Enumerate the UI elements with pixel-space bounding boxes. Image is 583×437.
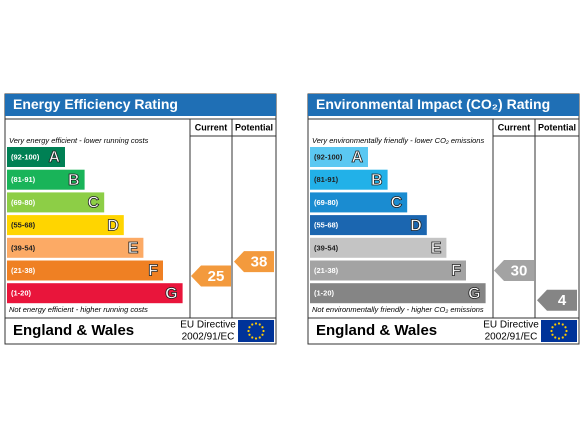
potential-rating: 4 [558,292,567,309]
rating-band [7,192,105,213]
band-letter: A [351,149,363,166]
band-range: (92-100) [314,152,343,161]
potential-arrow [234,251,274,273]
band-range: (81-91) [11,175,36,184]
footer-code: 2002/91/EC [485,332,538,343]
eu-star [251,323,254,326]
footer-region: England & Wales [316,322,437,339]
band-range: (81-91) [314,175,339,184]
band-letter: D [410,217,422,234]
band-range: (39-54) [11,243,36,252]
eu-star [564,326,567,329]
eu-star [564,333,567,336]
eu-star [247,329,250,333]
band-letter: B [371,172,383,189]
rating-band [310,260,466,281]
rating-band [7,215,124,236]
footer-region: England & Wales [13,322,134,339]
eu-flag [541,320,577,342]
eu-star [557,322,561,325]
band-range: (21-38) [11,266,36,275]
panel-title: Energy Efficiency Rating [13,96,178,112]
eu-star [251,336,254,339]
eu-star [254,337,258,340]
column-header: Current [498,122,531,132]
band-range: (1-20) [314,289,335,298]
eu-star [550,329,553,333]
band-letter: E [128,240,139,257]
band-letter: F [451,263,461,280]
eu-star [254,322,258,325]
potential-arrow [537,289,577,311]
current-arrow [191,265,231,287]
rating-band [7,260,163,281]
band-letter: G [468,285,480,302]
column-header: Potential [538,122,576,132]
rating-band [310,147,368,167]
eu-star [551,326,554,329]
table-frame [4,118,277,345]
band-range: (55-68) [314,221,339,230]
current-rating: 30 [511,262,528,279]
footer-code: 2002/91/EC [182,332,235,343]
band-letter: B [68,172,80,189]
rating-band [310,192,408,213]
rating-band [310,283,486,304]
eu-star [565,329,568,333]
band-range: (21-38) [314,266,339,275]
eu-star [258,323,261,326]
rating-band [7,283,183,304]
current-arrow [494,260,534,281]
rating-band [7,237,144,258]
eu-star [248,333,251,336]
eu-star [554,323,557,326]
column-header: Potential [235,122,273,132]
eu-star [551,333,554,336]
rating-band [7,147,65,167]
eu-flag [238,320,274,342]
bottom-note: Not environmentally friendly - higher CO… [312,305,484,314]
band-letter: G [165,285,177,302]
panel-title: Environmental Impact (CO₂) Rating [316,96,550,112]
eu-star [557,337,561,340]
column-header: Current [195,122,228,132]
current-rating: 25 [208,268,225,285]
top-note: Very environmentally friendly - lower CO… [312,136,484,145]
band-letter: C [88,195,100,212]
top-note: Very energy efficient - lower running co… [9,136,149,145]
band-range: (39-54) [314,243,339,252]
rating-band [310,237,447,258]
band-range: (69-80) [314,198,339,207]
potential-rating: 38 [251,254,268,271]
band-letter: F [148,263,158,280]
band-range: (55-68) [11,221,36,230]
footer-directive: EU Directive [483,320,539,331]
eu-star [258,336,261,339]
eu-star [248,326,251,329]
band-range: (1-20) [11,289,32,298]
band-range: (69-80) [11,198,36,207]
rating-band [7,169,85,190]
band-letter: A [48,149,60,166]
eu-star [561,336,564,339]
eu-star [554,336,557,339]
panel-header [5,94,276,116]
rating-band [310,215,427,236]
eu-star [261,326,264,329]
band-letter: C [391,195,403,212]
rating-band [310,169,388,190]
eu-star [261,333,264,336]
table-frame [307,118,580,345]
panel-header [308,94,579,116]
footer-directive: EU Directive [180,320,236,331]
eu-star [262,329,265,333]
bottom-note: Not energy efficient - higher running co… [9,305,148,314]
eu-star [561,323,564,326]
band-letter: E [431,240,442,257]
band-letter: D [107,217,119,234]
band-range: (92-100) [11,152,40,161]
